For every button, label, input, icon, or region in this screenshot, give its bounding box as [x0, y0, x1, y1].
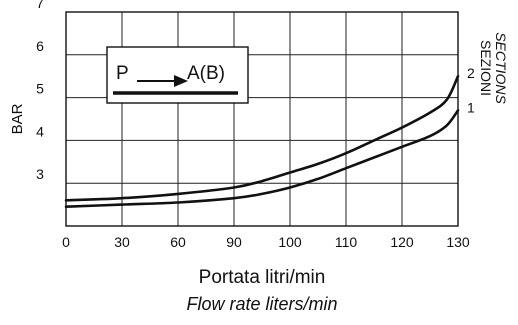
inset-to-label: A(B) — [187, 63, 225, 84]
x-tick-label: 130 — [446, 234, 470, 250]
y-tick-labels: 3 4 5 6 7 — [36, 0, 44, 182]
inset-from-label: P — [116, 63, 129, 84]
x-tick-label: 60 — [170, 234, 186, 250]
y-tick-label: 3 — [36, 166, 44, 182]
inset-box: P A(B) — [106, 46, 249, 104]
x-axis-label: Portata litri/min — [199, 267, 326, 288]
series-legend-title-secondary: SECTIONS — [493, 32, 509, 104]
data-series — [64, 74, 460, 208]
inset-arrow-head — [174, 75, 188, 87]
series-line-2 — [64, 74, 460, 202]
y-tick-label: 7 — [36, 0, 44, 11]
y-axis-label: BAR — [9, 103, 26, 134]
x-tick-label: 120 — [390, 234, 414, 250]
x-tick-label: 0 — [62, 234, 70, 250]
plot-border — [65, 11, 459, 227]
x-tick-label: 100 — [278, 234, 302, 250]
plot-frame — [65, 11, 459, 227]
series-label-1: 1 — [467, 99, 475, 115]
x-axis-label-secondary: Flow rate liters/min — [186, 294, 337, 314]
y-tick-label: 4 — [36, 123, 44, 139]
series-legend-title: SEZIONI — [478, 40, 494, 96]
x-tick-label: 30 — [114, 234, 130, 250]
x-tick-label: 90 — [226, 234, 242, 250]
series-line-1 — [64, 109, 460, 208]
series-labels: 12 — [467, 65, 475, 115]
x-tick-label: 110 — [335, 234, 358, 250]
series-label-2: 2 — [467, 65, 475, 81]
y-tick-label: 5 — [36, 81, 44, 97]
y-tick-label: 6 — [36, 38, 44, 54]
x-tick-labels: 0 30 60 90 100 110 120 130 — [62, 234, 470, 250]
